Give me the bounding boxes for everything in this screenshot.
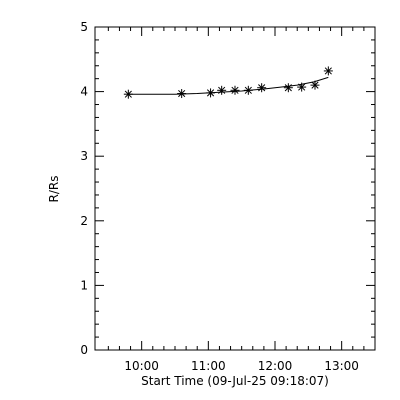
y-tick-label: 5 <box>80 20 88 34</box>
y-tick-label: 4 <box>80 85 88 99</box>
data-point <box>217 85 227 95</box>
x-axis: 10:00 11:00 12:00 13:00 <box>107 27 376 373</box>
data-point <box>310 80 320 90</box>
y-tick-label: 1 <box>80 278 88 292</box>
y-tick-label: 0 <box>80 343 88 357</box>
data-point <box>257 83 267 93</box>
data-point <box>243 85 253 95</box>
x-axis-label: Start Time (09-Jul-25 09:18:07) <box>141 374 329 388</box>
x-tick-label: 10:00 <box>124 359 159 373</box>
fit-line <box>128 76 329 95</box>
y-tick-label: 2 <box>80 214 88 228</box>
x-tick-label: 12:00 <box>258 359 293 373</box>
x-tick-label: 11:00 <box>191 359 226 373</box>
data-point <box>123 89 133 99</box>
data-point <box>297 82 307 92</box>
y-axis-label: R/Rs <box>47 176 61 203</box>
data-point <box>177 89 187 99</box>
data-point <box>283 83 293 93</box>
data-point <box>230 85 240 95</box>
x-tick-label: 13:00 <box>324 359 359 373</box>
y-tick-label: 3 <box>80 149 88 163</box>
plot-frame <box>94 26 376 351</box>
data-point <box>323 66 333 76</box>
data-points <box>123 66 333 99</box>
y-axis: 0 1 2 3 4 5 <box>80 20 375 357</box>
data-point <box>206 88 216 98</box>
